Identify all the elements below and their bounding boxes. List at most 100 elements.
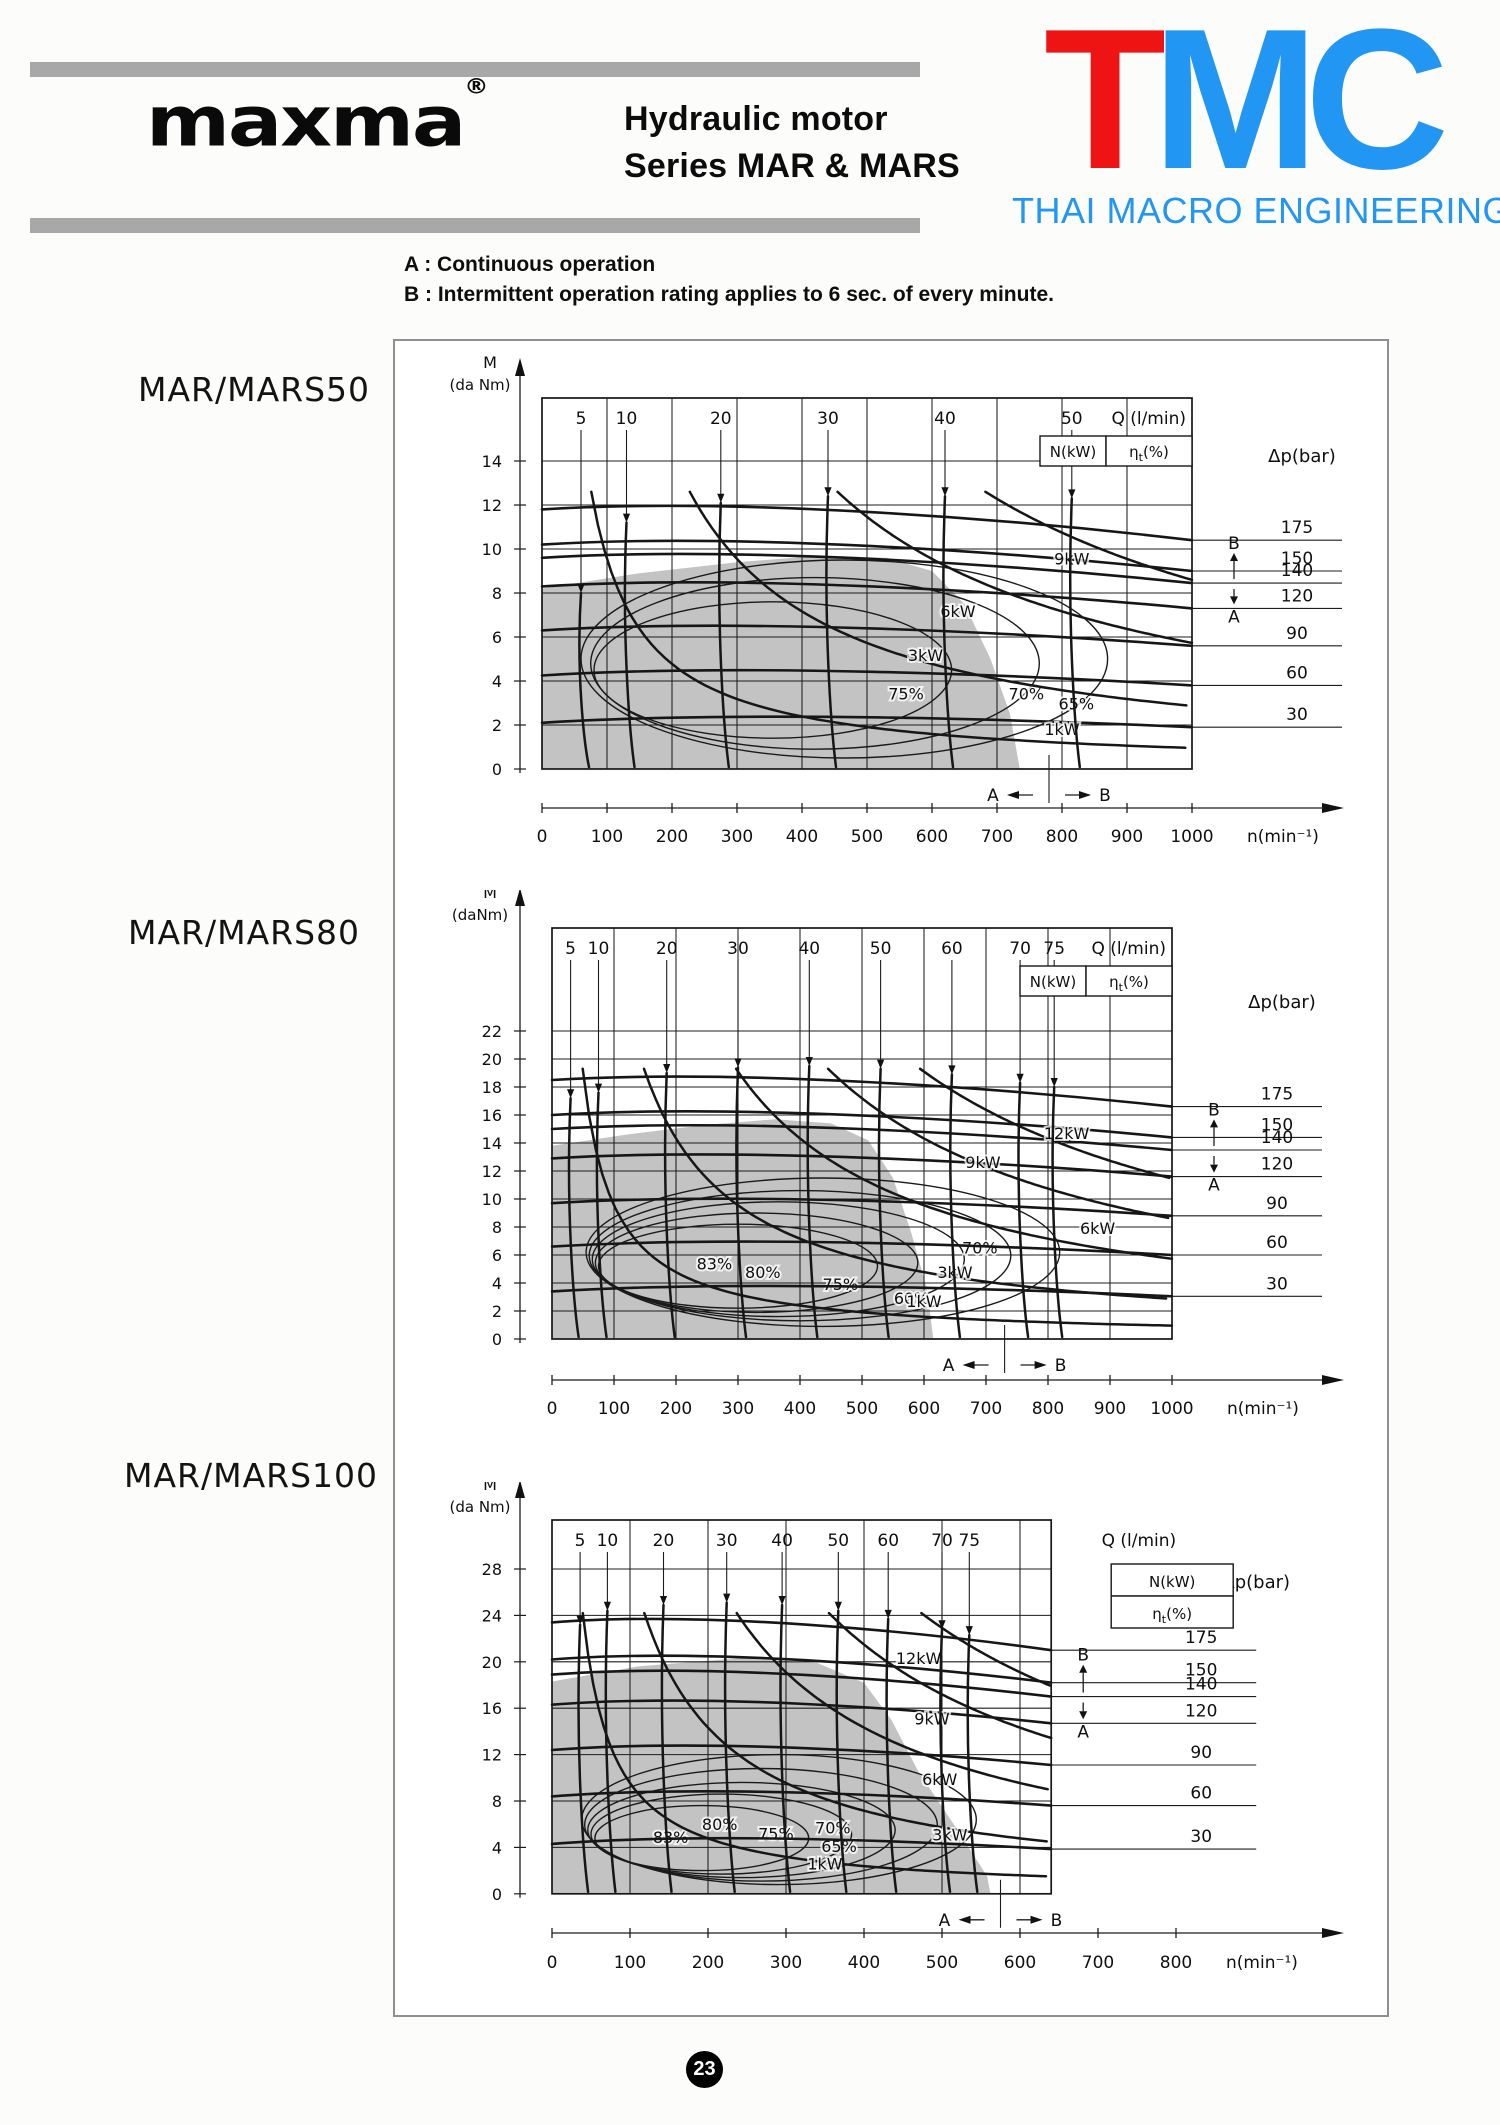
svg-text:12: 12 (482, 496, 502, 515)
svg-text:500: 500 (851, 827, 883, 847)
svg-text:80%: 80% (745, 1263, 781, 1282)
svg-text:50: 50 (827, 1531, 849, 1551)
svg-text:B: B (1051, 1911, 1063, 1931)
svg-text:M: M (483, 1482, 497, 1494)
plot-grid (551, 927, 1173, 1340)
svg-text:75%: 75% (758, 1824, 794, 1843)
svg-text:N(kW): N(kW) (1050, 443, 1096, 461)
svg-text:Δp(bar): Δp(bar) (1222, 1572, 1290, 1593)
svg-text:700: 700 (981, 827, 1013, 847)
svg-text:1kW: 1kW (807, 1854, 842, 1873)
svg-text:10: 10 (482, 540, 502, 559)
svg-text:60: 60 (941, 939, 963, 959)
svg-text:400: 400 (786, 827, 818, 847)
svg-text:6kW: 6kW (1080, 1219, 1115, 1238)
document-title: Hydraulic motor Series MAR & MARS (624, 96, 960, 190)
svg-text:6: 6 (492, 628, 502, 647)
svg-text:400: 400 (848, 1953, 880, 1973)
mid-rule-bar (30, 218, 920, 233)
svg-text:B: B (1208, 1100, 1220, 1120)
svg-text:60: 60 (1286, 663, 1308, 683)
svg-text:8: 8 (492, 1792, 502, 1811)
flow-lines: 5 10 20 30 40 50 60 70 75 Q (l/min) (575, 1531, 1176, 1894)
svg-text:1kW: 1kW (1044, 720, 1079, 739)
svg-text:6kW: 6kW (940, 602, 975, 621)
svg-text:150: 150 (1261, 1115, 1293, 1135)
svg-text:200: 200 (660, 1399, 692, 1419)
svg-text:90: 90 (1286, 624, 1308, 644)
svg-text:B: B (1077, 1646, 1089, 1666)
tmc-subtitle: THAI MACRO ENGINEERING (1012, 190, 1500, 231)
svg-text:8: 8 (492, 1218, 502, 1237)
svg-text:10: 10 (616, 409, 638, 429)
svg-text:n(min⁻¹): n(min⁻¹) (1227, 1399, 1299, 1419)
svg-text:40: 40 (798, 939, 820, 959)
svg-text:140: 140 (1185, 1675, 1217, 1695)
svg-text:9kW: 9kW (914, 1709, 949, 1728)
svg-text:150: 150 (1281, 549, 1313, 569)
svg-text:0: 0 (547, 1953, 558, 1973)
series-label-mars80: MAR/MARS80 (128, 913, 361, 952)
operation-legend: A : Continuous operation B : Intermitten… (404, 250, 1054, 310)
svg-text:ηt(%): ηt(%) (1152, 1605, 1192, 1626)
svg-text:140: 140 (1261, 1128, 1293, 1148)
svg-text:40: 40 (771, 1531, 793, 1551)
svg-text:900: 900 (1111, 827, 1143, 847)
power-curves: 1kW 3kW 6kW 9kW 12kW (581, 1611, 1053, 1878)
svg-text:Q (l/min): Q (l/min) (1091, 939, 1166, 959)
svg-text:400: 400 (784, 1399, 816, 1419)
svg-text:24: 24 (482, 1606, 502, 1625)
svg-text:14: 14 (482, 1134, 502, 1153)
svg-text:4: 4 (492, 1274, 502, 1293)
svg-text:8: 8 (492, 584, 502, 603)
svg-text:Δp(bar): Δp(bar) (1268, 446, 1336, 467)
svg-text:28: 28 (482, 1560, 502, 1579)
svg-text:9kW: 9kW (1054, 549, 1089, 568)
chart-mar-mars50: 75% 70%65%Δp(bar)175150140120906030BA1kW3… (449, 353, 1344, 847)
svg-text:120: 120 (1281, 586, 1313, 606)
svg-text:B: B (1228, 534, 1240, 554)
power-efficiency-header: N(kW) ηt(%) (1110, 1563, 1234, 1629)
brand-wordmark: maxma (146, 81, 466, 163)
svg-text:83%: 83% (697, 1255, 733, 1274)
svg-text:300: 300 (721, 827, 753, 847)
svg-text:12kW: 12kW (1044, 1124, 1090, 1143)
svg-text:5: 5 (575, 1531, 586, 1551)
svg-text:10: 10 (588, 939, 610, 959)
svg-text:30: 30 (1286, 705, 1308, 725)
svg-text:12kW: 12kW (896, 1649, 942, 1668)
svg-text:B: B (1055, 1356, 1067, 1376)
power-curves: 1kW 3kW 6kW 9kW (590, 490, 1194, 750)
svg-text:M: M (483, 890, 497, 902)
svg-text:20: 20 (710, 409, 732, 429)
svg-text:60: 60 (1266, 1233, 1288, 1253)
speed-axis: 0 100 200 300 400 500 600 700 800 900 1000 n(min⁻¹) (537, 803, 1344, 847)
svg-text:N(kW): N(kW) (1149, 1573, 1195, 1591)
pressure-lines (540, 504, 1194, 729)
svg-text:800: 800 (1046, 827, 1078, 847)
power-efficiency-header: N(kW) ηt(%) (1019, 965, 1173, 997)
svg-text:75: 75 (1043, 939, 1065, 959)
maxma-logo: maxma® (146, 76, 489, 157)
page-number-badge: 23 (686, 2051, 723, 2088)
svg-text:75: 75 (958, 1531, 980, 1551)
svg-text:1000: 1000 (1150, 1399, 1193, 1419)
svg-text:175: 175 (1281, 518, 1313, 538)
svg-text:65%: 65% (1059, 695, 1095, 714)
svg-text:16: 16 (482, 1106, 502, 1125)
svg-text:n(min⁻¹): n(min⁻¹) (1247, 827, 1319, 847)
svg-text:ηt(%): ηt(%) (1109, 973, 1149, 994)
flow-lines: 5 10 20 30 40 50 Q (l/min) (576, 409, 1186, 769)
svg-text:6: 6 (492, 1246, 502, 1265)
svg-text:0: 0 (492, 760, 502, 779)
svg-text:70%: 70% (1009, 685, 1045, 704)
svg-text:300: 300 (770, 1953, 802, 1973)
svg-text:16: 16 (482, 1699, 502, 1718)
svg-text:30: 30 (1266, 1274, 1288, 1294)
svg-text:30: 30 (1190, 1827, 1212, 1847)
svg-text:600: 600 (1004, 1953, 1036, 1973)
svg-text:800: 800 (1160, 1953, 1192, 1973)
svg-text:N(kW): N(kW) (1030, 973, 1076, 991)
